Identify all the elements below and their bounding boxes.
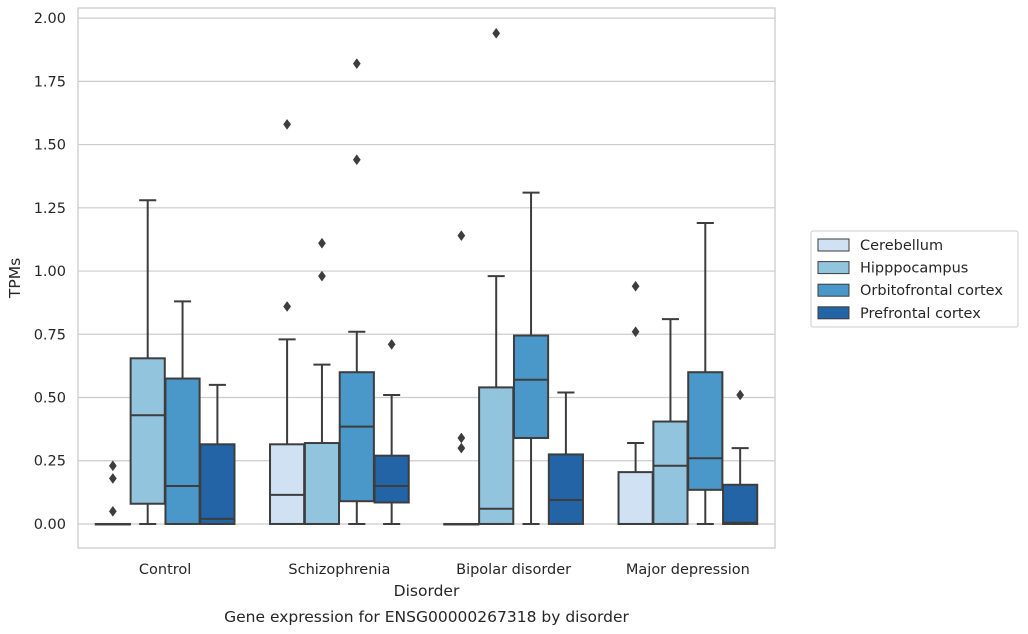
box-iqr	[512, 334, 550, 439]
box-iqr	[303, 442, 341, 525]
outlier-point	[631, 280, 640, 292]
box-hipppocampus	[129, 199, 166, 525]
outlier-point	[318, 270, 326, 282]
outlier-point	[457, 432, 466, 444]
x-tick-label: Control	[139, 562, 191, 578]
box-hipppocampus	[478, 27, 515, 525]
legend-swatch	[817, 261, 850, 275]
outlier-point	[108, 473, 117, 484]
outlier-point	[631, 326, 640, 338]
plot-area	[94, 27, 759, 526]
box-prefrontal-cortex	[373, 338, 410, 525]
box-iqr	[478, 386, 515, 525]
x-axis-ticks: Control Schizophrenia Bipolar disorder Majo…	[139, 562, 750, 578]
legend-label: Orbitofrontal cortex	[860, 283, 1003, 299]
y-tick-label: 0.75	[34, 327, 66, 343]
box-iqr	[617, 471, 654, 525]
outlier-point	[736, 389, 745, 401]
outlier-point	[457, 442, 466, 454]
y-tick-label: 1.50	[34, 138, 66, 154]
outlier-point	[457, 230, 466, 242]
legend-swatch	[817, 306, 850, 320]
box-orbitofrontal-cortex	[338, 58, 375, 525]
box-iqr	[129, 357, 166, 505]
outlier-point	[283, 301, 292, 312]
outlier-point	[492, 27, 501, 39]
box-iqr	[373, 454, 410, 504]
outlier-point	[387, 338, 396, 350]
x-tick-label: Schizophrenia	[288, 562, 390, 578]
legend: Cerebellum Hipppocampus Orbitofrontal cort…	[810, 230, 1019, 328]
outlier-point	[352, 58, 361, 70]
box-prefrontal-cortex	[547, 391, 584, 525]
outlier-point	[352, 154, 361, 166]
box-orbitofrontal-cortex	[687, 221, 724, 525]
y-axis-title: TPMs	[6, 258, 24, 299]
box-hipppocampus	[303, 237, 341, 525]
box-cerebellum	[443, 230, 480, 526]
x-axis-title: Disorder	[394, 582, 460, 600]
box-prefrontal-cortex	[199, 383, 236, 525]
box-cerebellum	[617, 280, 654, 525]
box-hipppocampus	[652, 318, 689, 525]
y-tick-label: 0.25	[34, 454, 66, 470]
legend-frame	[810, 230, 1019, 328]
box-cerebellum	[94, 460, 131, 526]
x-tick-label: Bipolar disorder	[456, 562, 571, 578]
box-orbitofrontal-cortex	[164, 300, 201, 525]
outlier-point	[318, 237, 326, 249]
y-tick-label: 0.50	[34, 391, 66, 407]
x-tick-label: Major depression	[626, 562, 750, 578]
legend-label: Prefrontal cortex	[860, 306, 981, 322]
legend-swatch	[817, 238, 850, 252]
box-cerebellum	[269, 118, 306, 525]
y-tick-label: 1.00	[34, 264, 66, 280]
plot-frame	[77, 7, 776, 549]
outlier-point	[283, 118, 292, 130]
legend-swatch	[817, 283, 850, 297]
box-iqr	[687, 371, 724, 491]
box-iqr	[652, 420, 689, 525]
box-prefrontal-cortex	[722, 389, 759, 525]
outlier-point	[108, 505, 117, 517]
box-iqr	[164, 377, 201, 525]
legend-label: Cerebellum	[860, 238, 943, 254]
legend-label: Hipppocampus	[860, 261, 968, 277]
box-iqr	[199, 443, 236, 525]
box-iqr	[722, 483, 759, 525]
y-tick-label: 1.75	[34, 74, 66, 90]
box-iqr	[547, 453, 584, 525]
box-iqr	[269, 443, 306, 525]
outlier-point	[108, 460, 117, 472]
chart-title: Gene expression for ENSG00000267318 by d…	[224, 608, 629, 626]
y-tick-label: 1.25	[34, 201, 66, 217]
box-iqr	[338, 371, 375, 503]
y-axis-ticks: 0.00 0.25 0.50 0.75 1.00 1.25 1.50 1.75 2.00	[34, 11, 66, 533]
y-tick-label: 2.00	[34, 11, 66, 27]
y-tick-label: 0.00	[34, 517, 66, 533]
box-orbitofrontal-cortex	[512, 191, 550, 525]
